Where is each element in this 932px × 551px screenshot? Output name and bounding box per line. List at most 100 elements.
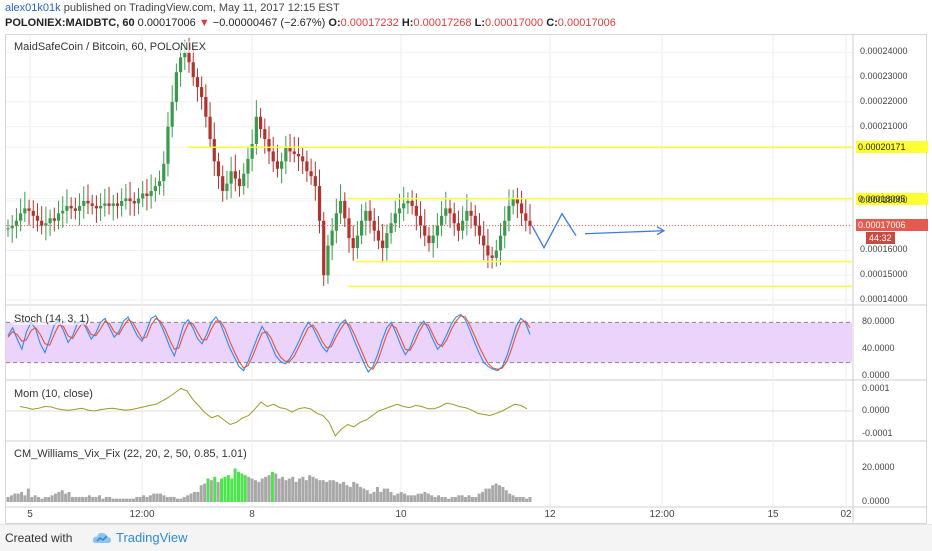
candle-body: [111, 203, 115, 206]
vix-bar: [98, 495, 102, 502]
vix-bar: [9, 495, 13, 502]
candle-body: [410, 200, 414, 206]
vix-bar: [491, 485, 495, 502]
candle-body: [73, 208, 77, 211]
vix-bar: [416, 493, 420, 502]
forecast-zigzag-arrow: [531, 212, 577, 250]
candle-body: [35, 215, 40, 221]
vix-bar: [362, 488, 366, 502]
vix-bar: [511, 495, 515, 502]
vix-bar: [518, 496, 522, 502]
vix-bar: [433, 496, 437, 502]
candle-body: [132, 200, 136, 204]
vix-bar: [284, 480, 288, 502]
main-pane-title: MaidSafeCoin / Bitcoin, 60, POLONIEX: [13, 41, 207, 53]
candle-body: [191, 62, 195, 78]
candle-body: [296, 153, 301, 157]
vix-bar: [457, 495, 461, 502]
candle-body: [183, 52, 187, 58]
vix-bar: [118, 498, 122, 502]
vix-bar: [169, 496, 173, 502]
candle-body: [258, 116, 263, 130]
mom-line: [19, 387, 528, 437]
candle-body: [389, 223, 393, 234]
vix-bar: [20, 491, 24, 502]
stoch-band: [6, 322, 852, 363]
vix-bar: [301, 476, 305, 502]
time-axis-tick: 8: [249, 509, 255, 520]
last-price: 0.00017006: [137, 17, 196, 29]
candle-body: [427, 235, 431, 244]
candle-body: [473, 215, 477, 226]
vix-bar: [81, 496, 85, 502]
vix-bar: [413, 495, 417, 502]
vix-bar: [247, 476, 251, 502]
current-price-badge: 0.00017006: [856, 218, 928, 231]
vix-bar: [369, 493, 373, 502]
vix-bar: [477, 493, 481, 502]
vix-bar: [186, 495, 190, 502]
candle-body: [284, 146, 288, 162]
candle-body: [170, 101, 174, 127]
publish-line: alex01k01k published on TradingView.com,…: [5, 2, 340, 14]
candle-body: [338, 200, 343, 214]
vix-bar: [453, 496, 457, 502]
vix-bar: [504, 490, 508, 502]
price-axis-tick: 0.00022000: [860, 95, 908, 106]
time-axis-tick: 12:00: [649, 509, 675, 520]
vix-bar: [406, 495, 410, 502]
created-with-text: Created with: [5, 531, 73, 545]
vix-bar: [128, 498, 132, 502]
vix-bar: [514, 496, 518, 502]
candle-body: [23, 208, 27, 214]
candle-body: [178, 57, 183, 73]
stoch-d-line: [7, 315, 531, 371]
vix-bar: [474, 496, 478, 502]
vix-bar: [375, 486, 379, 502]
vix-bar: [138, 496, 142, 502]
vix-bar: [328, 480, 332, 502]
vix-bar: [182, 496, 186, 502]
vix-bar: [338, 483, 342, 502]
vix-bar: [230, 478, 234, 502]
candle-body: [19, 213, 23, 221]
vix-bar: [135, 496, 139, 502]
candle-body: [208, 116, 212, 140]
candle-body: [10, 225, 14, 229]
vix-bar: [403, 493, 407, 502]
candle-body: [120, 200, 124, 206]
candle-body: [145, 193, 149, 196]
time-axis-tick: 5: [27, 509, 33, 520]
vix-bar: [257, 481, 261, 502]
candle-body: [280, 161, 284, 169]
candle-body: [77, 205, 82, 211]
price-axis-tick: 0.00024000: [860, 46, 908, 57]
candle-body: [372, 220, 376, 231]
vix-bar: [267, 475, 271, 502]
candle-body: [347, 218, 351, 239]
vix-bar: [40, 498, 44, 502]
vix-bar: [53, 493, 57, 502]
price-axis-tick: 0.00016000: [860, 244, 908, 255]
vix-bar: [294, 481, 298, 502]
candle-body: [52, 218, 56, 221]
candle-body: [351, 238, 355, 248]
vix-bar: [148, 495, 152, 502]
mom-axis-tick: -0.0001: [862, 427, 893, 438]
vix-bar: [470, 496, 474, 502]
vix-bar: [487, 488, 491, 502]
publisher-name[interactable]: alex01k01k: [5, 2, 61, 14]
vix-bar: [277, 478, 281, 502]
candle-body: [86, 200, 90, 204]
vix-bar: [525, 498, 529, 502]
time-axis-tick: 12: [544, 509, 556, 520]
candle-body: [141, 193, 145, 199]
vix-bar: [321, 480, 325, 502]
tradingview-logo[interactable]: TradingView: [92, 530, 188, 545]
candle-body: [381, 240, 385, 248]
vix-bar: [175, 498, 179, 502]
vix-bar: [57, 491, 61, 502]
vix-bar: [26, 488, 30, 502]
vix-bar: [213, 476, 217, 502]
